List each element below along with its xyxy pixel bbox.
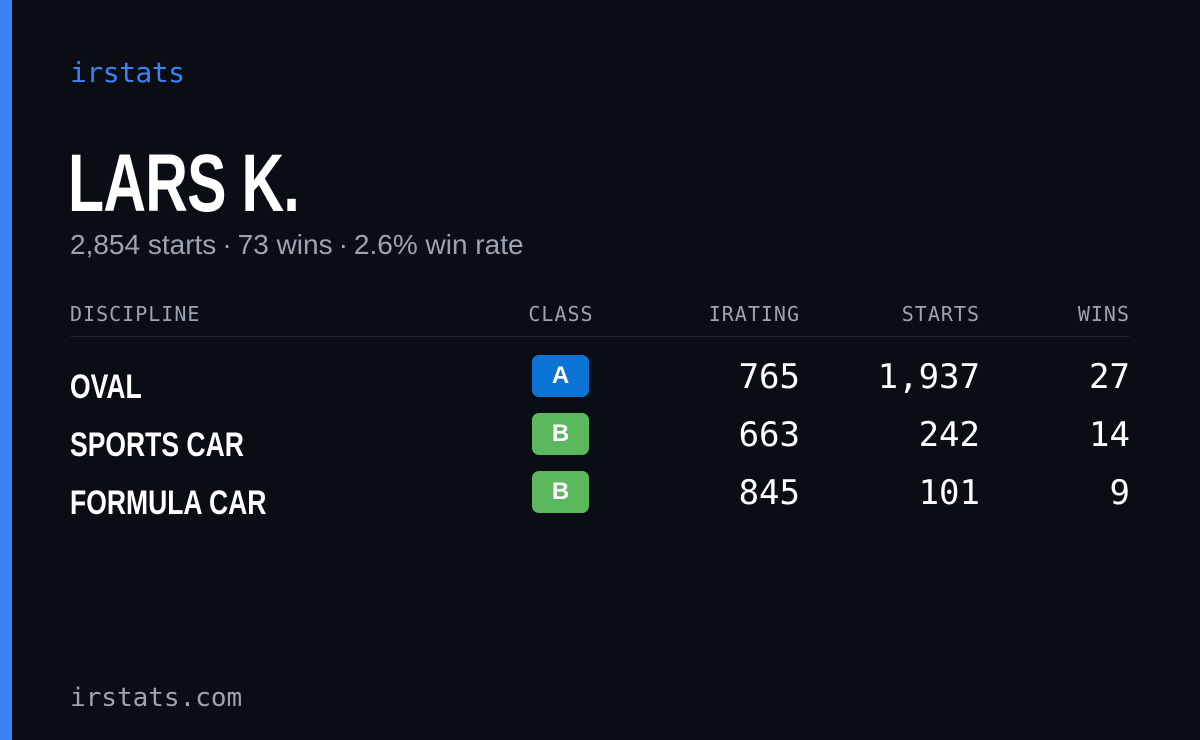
- table-row: FORMULA CAR B 845 101 9: [70, 469, 1130, 527]
- table-row: OVAL A 765 1,937 27: [70, 353, 1130, 411]
- discipline-name: FORMULA CAR: [70, 484, 267, 522]
- starts-value: 242: [918, 415, 980, 455]
- class-badge: B: [532, 471, 589, 513]
- table-header: DISCIPLINE CLASS IRATING STARTS WINS: [70, 296, 1130, 337]
- irating-value: 765: [738, 357, 800, 397]
- header-wins: WINS: [1077, 302, 1130, 326]
- footer-url: irstats.com: [70, 683, 243, 713]
- header-discipline: DISCIPLINE: [70, 302, 201, 326]
- summary-starts: 2,854 starts: [70, 229, 217, 260]
- brand-logo-text: irstats: [70, 56, 185, 89]
- wins-value: 14: [1089, 415, 1130, 455]
- wins-value: 9: [1109, 473, 1130, 513]
- table-body: OVAL A 765 1,937 27 SPORTS CAR B 663 242…: [70, 337, 1130, 527]
- header-class: CLASS: [528, 302, 594, 326]
- irating-value: 845: [738, 473, 800, 513]
- summary-win-rate: 2.6% win rate: [353, 229, 524, 260]
- driver-summary: 2,854 starts · 73 wins · 2.6% win rate: [70, 228, 524, 262]
- table-row: SPORTS CAR B 663 242 14: [70, 411, 1130, 469]
- driver-name: LARS K.: [68, 138, 300, 229]
- summary-separator: ·: [338, 229, 348, 260]
- header-starts: STARTS: [901, 302, 980, 326]
- starts-value: 1,937: [877, 357, 980, 397]
- accent-bar: [0, 0, 12, 740]
- discipline-stats-table: DISCIPLINE CLASS IRATING STARTS WINS OVA…: [70, 296, 1130, 527]
- header-irating: IRATING: [708, 302, 800, 326]
- discipline-name: SPORTS CAR: [70, 426, 244, 464]
- discipline-name: OVAL: [70, 368, 142, 406]
- class-badge: B: [532, 413, 589, 455]
- irating-value: 663: [738, 415, 800, 455]
- class-badge: A: [532, 355, 589, 397]
- summary-wins: 73 wins: [237, 229, 333, 260]
- summary-separator: ·: [222, 229, 232, 260]
- starts-value: 101: [918, 473, 980, 513]
- wins-value: 27: [1089, 357, 1130, 397]
